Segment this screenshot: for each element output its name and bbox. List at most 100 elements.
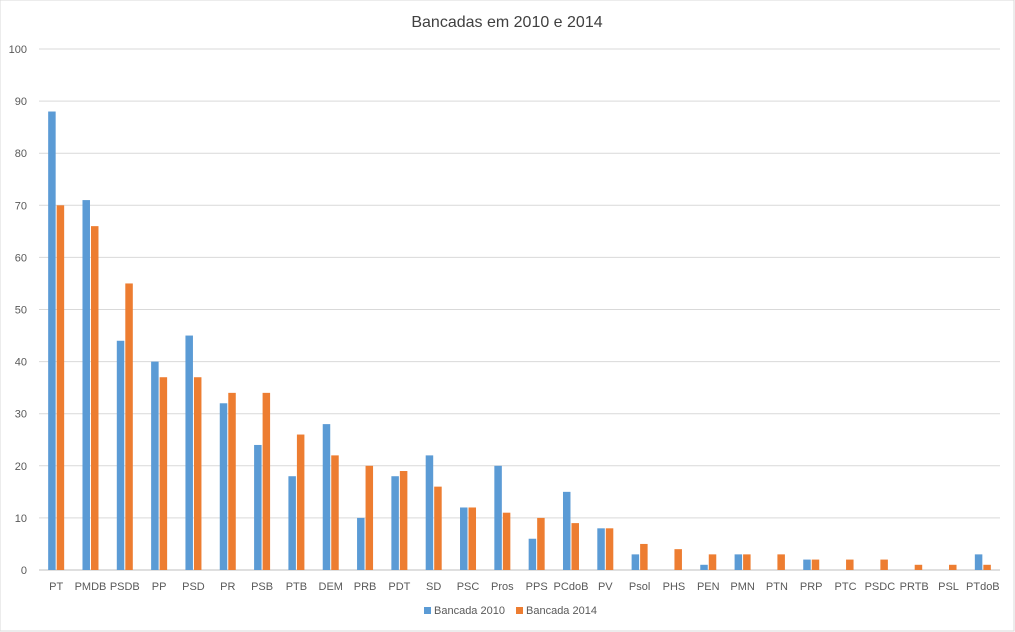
bar-prtb-2014 (914, 564, 923, 570)
x-tick-label: PTB (286, 581, 307, 593)
x-tick-label: PSL (938, 581, 959, 593)
x-tick-label: PSDB (110, 581, 140, 593)
bar-pcdob-2010 (562, 491, 571, 570)
x-axis-ticks: PT PMDB PSDB PP PSD PR PSB PTB DEM PRB PDT SD PSC Pro… (49, 581, 1000, 593)
bar-pp-2010 (151, 361, 159, 570)
x-tick-label: PTdoB (966, 581, 1000, 593)
bar-pmn-2014 (743, 554, 751, 570)
x-tick-label: PTN (766, 581, 788, 593)
bar-psc-2014 (468, 507, 477, 570)
x-tick-label: PCdoB (554, 581, 589, 593)
bar-ptb-2010 (288, 476, 296, 570)
x-tick-label: PMN (730, 581, 755, 593)
legend-swatch (516, 607, 523, 614)
bar-pmn-2010 (734, 554, 743, 570)
x-tick-label: PRP (800, 581, 823, 593)
chart-title: Bancadas em 2010 e 2014 (411, 14, 602, 31)
y-tick-label: 10 (15, 513, 27, 525)
y-tick-label: 60 (15, 252, 27, 264)
x-tick-label: PHS (663, 581, 686, 593)
bar-ptc-2014 (846, 559, 854, 570)
x-tick-label: PTC (835, 581, 857, 593)
bar-pp-2014 (159, 377, 168, 570)
bar-prp-2010 (803, 559, 811, 570)
x-tick-label: PEN (697, 581, 720, 593)
bar-pdt-2014 (399, 471, 408, 570)
y-tick-label: 30 (15, 409, 27, 421)
bar-psd-2010 (185, 335, 193, 570)
bar-sd-2014 (434, 486, 442, 570)
bar-pr-2014 (228, 392, 236, 570)
x-tick-label: PRTB (900, 581, 929, 593)
bar-prp-2014 (811, 559, 820, 570)
bar-psl-2014 (949, 564, 957, 570)
bar-psol-2014 (640, 543, 648, 570)
x-tick-label: PT (49, 581, 63, 593)
x-tick-label: PSB (251, 581, 273, 593)
x-tick-label: PPS (526, 581, 548, 593)
bar-psdb-2010 (116, 340, 125, 570)
y-tick-label: 0 (21, 565, 27, 577)
x-tick-label: PSDC (865, 581, 896, 593)
x-tick-label: PSD (182, 581, 205, 593)
bar-pps-2010 (528, 538, 537, 570)
x-tick-label: PR (220, 581, 235, 593)
y-tick-label: 80 (15, 148, 27, 160)
bar-pv-2014 (605, 528, 614, 570)
x-tick-label: PRB (354, 581, 377, 593)
bar-ptdob-2014 (983, 564, 991, 570)
x-tick-label: PSC (457, 581, 480, 593)
legend: Bancada 2010 Bancada 2014 (424, 605, 597, 617)
bar-psb-2010 (254, 444, 262, 570)
x-tick-label: Pros (491, 581, 514, 593)
x-tick-label: PDT (388, 581, 410, 593)
bar-psc-2010 (460, 507, 468, 570)
bar-pps-2014 (537, 517, 545, 570)
bar-pt-2014 (56, 205, 65, 571)
x-tick-label: Psol (629, 581, 650, 593)
y-tick-label: 20 (15, 461, 27, 473)
bar-pv-2010 (597, 528, 605, 570)
bar-pros-2014 (502, 512, 511, 570)
bar-pcdob-2014 (571, 523, 579, 570)
legend-swatch (424, 607, 431, 614)
legend-label: Bancada 2014 (526, 605, 597, 617)
bar-pen-2010 (700, 564, 708, 570)
bar-sd-2010 (425, 455, 434, 570)
bar-pros-2010 (494, 465, 502, 570)
bar-psd-2014 (193, 377, 202, 570)
legend-label: Bancada 2010 (434, 605, 505, 617)
y-tick-label: 70 (15, 200, 27, 212)
y-tick-label: 90 (15, 96, 27, 108)
x-tick-label: DEM (319, 581, 343, 593)
y-tick-label: 40 (15, 357, 27, 369)
bar-psdb-2014 (125, 283, 133, 570)
bar-pen-2014 (708, 554, 717, 570)
bar-psdc-2014 (880, 559, 888, 570)
x-tick-label: SD (426, 581, 441, 593)
x-tick-label: PP (152, 581, 167, 593)
bar-prb-2010 (357, 517, 365, 570)
bar-pmdb-2014 (90, 226, 99, 570)
bar-ptdob-2010 (974, 554, 983, 570)
bar-pmdb-2010 (82, 200, 90, 570)
bar-phs-2014 (674, 549, 682, 570)
bar-ptb-2014 (296, 434, 305, 570)
bar-psb-2014 (262, 392, 271, 570)
bar-prb-2014 (365, 465, 374, 570)
gridlines (39, 48, 1000, 571)
bar-dem-2010 (322, 424, 331, 570)
bar-dem-2014 (331, 455, 339, 570)
x-tick-label: PV (598, 581, 613, 593)
bar-pt-2010 (48, 111, 56, 571)
y-axis-ticks: 0 10 20 30 40 50 60 70 80 90 100 (9, 44, 27, 577)
bar-ptn-2014 (777, 554, 785, 570)
bar-pr-2010 (219, 403, 228, 570)
bar-psol-2010 (631, 554, 640, 570)
x-tick-label: PMDB (75, 581, 107, 593)
y-tick-label: 50 (15, 305, 27, 317)
bars (48, 111, 991, 571)
bar-pdt-2010 (391, 476, 399, 570)
